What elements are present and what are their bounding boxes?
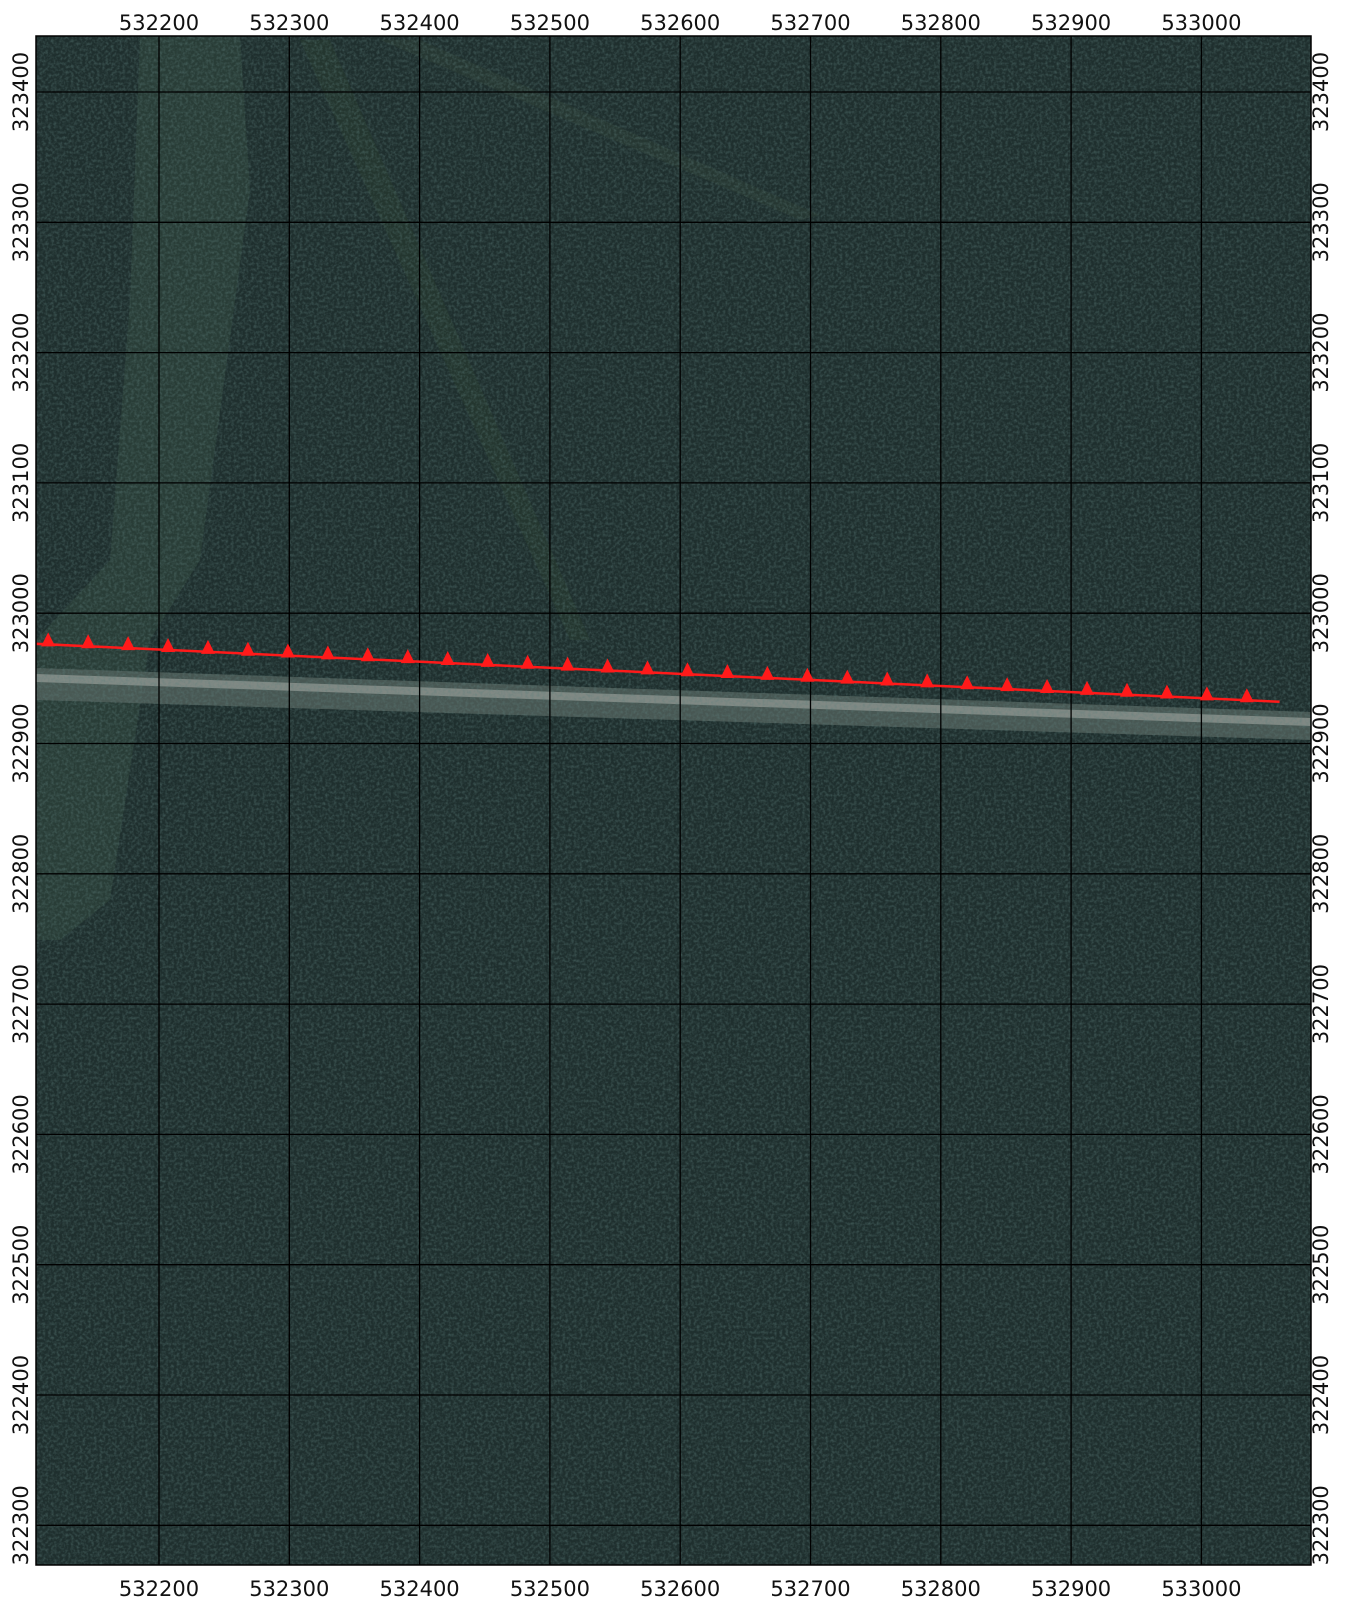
x-tick-label-top: 532300 xyxy=(249,11,329,35)
y-tick-label-left: 323100 xyxy=(9,443,33,523)
triangle-icon xyxy=(41,632,56,647)
triangle-icon xyxy=(440,651,455,666)
triangle-icon xyxy=(280,643,295,658)
x-tick-label-top: 532500 xyxy=(510,11,590,35)
triangle-icon xyxy=(1080,680,1095,695)
triangle-icon xyxy=(121,636,136,651)
x-tick-label-bottom: 532400 xyxy=(380,1577,460,1601)
x-tick-label-bottom: 532500 xyxy=(510,1577,590,1601)
y-tick-label-right: 323400 xyxy=(1309,52,1333,132)
x-tick-label-bottom: 532800 xyxy=(901,1577,981,1601)
x-tick-label-top: 532900 xyxy=(1031,11,1111,35)
x-tick-label-top: 532600 xyxy=(640,11,720,35)
y-tick-label-right: 322900 xyxy=(1309,703,1333,783)
x-tick-label-bottom: 532700 xyxy=(770,1577,850,1601)
triangle-icon xyxy=(720,664,735,679)
triangle-icon xyxy=(1239,688,1254,703)
y-axis-labels-right: 323400 323300 323200 323100 323000 322900 3228… xyxy=(1309,52,1333,1565)
triangle-icon xyxy=(520,654,535,669)
triangle-icon xyxy=(1199,686,1214,701)
x-tick-label-top: 532200 xyxy=(119,11,199,35)
y-tick-label-left: 323300 xyxy=(9,182,33,262)
y-tick-label-left: 322600 xyxy=(9,1094,33,1174)
y-tick-label-left: 323000 xyxy=(9,573,33,653)
y-tick-label-right: 322600 xyxy=(1309,1094,1333,1174)
triangle-icon xyxy=(161,637,176,652)
map-frame xyxy=(35,35,1312,1566)
aerial-imagery xyxy=(36,36,1311,1565)
triangle-icon xyxy=(880,671,895,686)
y-tick-label-right: 322400 xyxy=(1309,1355,1333,1435)
y-tick-label-left: 323400 xyxy=(9,52,33,132)
boundary-feature xyxy=(36,632,1280,704)
triangle-icon xyxy=(840,669,855,684)
y-tick-label-right: 322500 xyxy=(1309,1225,1333,1305)
triangle-icon xyxy=(1000,677,1015,692)
x-tick-label-top: 532400 xyxy=(380,11,460,35)
x-tick-label-bottom: 532200 xyxy=(119,1577,199,1601)
x-axis-labels-top: 532200 532300 532400 532500 532600 532700 5328… xyxy=(119,11,1242,35)
triangle-icon xyxy=(640,660,655,675)
y-tick-label-right: 323000 xyxy=(1309,573,1333,653)
y-tick-label-right: 322700 xyxy=(1309,964,1333,1044)
y-tick-label-left: 323200 xyxy=(9,313,33,393)
triangle-icon xyxy=(960,675,975,690)
x-tick-label-top: 532800 xyxy=(901,11,981,35)
x-tick-label-bottom: 533000 xyxy=(1161,1577,1241,1601)
triangle-icon xyxy=(1040,678,1055,693)
y-tick-label-left: 322500 xyxy=(9,1225,33,1305)
y-tick-label-left: 322800 xyxy=(9,834,33,914)
triangle-icon xyxy=(400,649,415,664)
triangle-icon xyxy=(920,673,935,688)
triangle-icon xyxy=(560,656,575,671)
y-tick-label-right: 323200 xyxy=(1309,313,1333,393)
triangle-icon xyxy=(600,658,615,673)
canopy-texture xyxy=(36,36,1311,1565)
x-tick-label-top: 533000 xyxy=(1161,11,1241,35)
x-tick-label-bottom: 532600 xyxy=(640,1577,720,1601)
y-tick-label-right: 323300 xyxy=(1309,182,1333,262)
x-tick-label-top: 532700 xyxy=(770,11,850,35)
triangle-icon xyxy=(240,641,255,656)
triangle-icon xyxy=(800,667,815,682)
y-tick-label-left: 322400 xyxy=(9,1355,33,1435)
triangle-icon xyxy=(81,634,96,649)
triangle-icon xyxy=(760,665,775,680)
triangle-icon xyxy=(680,662,695,677)
triangle-icon xyxy=(200,639,215,654)
y-axis-labels-left: 323400 323300 323200 323100 323000 322900 3228… xyxy=(9,52,33,1565)
x-tick-label-bottom: 532900 xyxy=(1031,1577,1111,1601)
triangle-icon xyxy=(1119,682,1134,697)
y-tick-label-right: 323100 xyxy=(1309,443,1333,523)
x-axis-labels-bottom: 532200 532300 532400 532500 532600 532700 5328… xyxy=(119,1577,1242,1601)
triangle-icon xyxy=(320,645,335,660)
x-tick-label-bottom: 532300 xyxy=(249,1577,329,1601)
triangle-icon xyxy=(1159,684,1174,699)
y-tick-label-left: 322900 xyxy=(9,703,33,783)
triangle-icon xyxy=(360,647,375,662)
coordinate-grid xyxy=(36,36,1311,1565)
y-tick-label-left: 322300 xyxy=(9,1485,33,1565)
y-tick-label-left: 322700 xyxy=(9,964,33,1044)
y-tick-label-right: 322300 xyxy=(1309,1485,1333,1565)
y-tick-label-right: 322800 xyxy=(1309,834,1333,914)
triangle-icon xyxy=(480,652,495,667)
